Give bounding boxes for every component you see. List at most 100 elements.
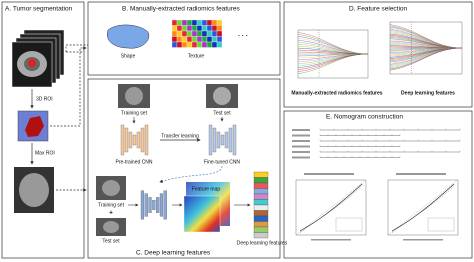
lasso-plot [297, 29, 369, 79]
texture-cell [171, 25, 178, 32]
texture-cell [201, 41, 208, 48]
texture-cell [171, 30, 178, 37]
texture-cell [196, 19, 203, 26]
ct-stack [11, 29, 65, 88]
axis-label [403, 239, 443, 241]
texture-cell [206, 30, 213, 37]
feature-map [183, 195, 221, 233]
cnn-layer [224, 131, 229, 149]
panel-title: A. Tumor segmentation [5, 6, 73, 13]
feature-cell [253, 171, 269, 178]
feature-cell [253, 188, 269, 195]
texture-cell [191, 41, 198, 48]
pretrained-cnn [120, 124, 149, 156]
legend [335, 217, 363, 232]
texture-cell [196, 25, 203, 32]
texture-cell [206, 36, 213, 43]
texture-cell [181, 36, 188, 43]
cnn-layer [159, 193, 163, 217]
texture-cell [191, 36, 198, 43]
finetuned-cnn [208, 124, 237, 156]
calibration-plot [295, 173, 367, 241]
texture-cell [216, 41, 223, 48]
legend [427, 217, 455, 232]
texture-cell [181, 30, 188, 37]
cnn-layer [156, 197, 160, 213]
cal-curve [391, 183, 455, 232]
texture-cell [176, 19, 183, 26]
nomo-label [292, 140, 310, 142]
nomogram [292, 128, 461, 159]
texture-cell [211, 30, 218, 37]
cnn-layer [124, 127, 129, 153]
cnn-layer [120, 124, 125, 156]
texture-cell [196, 36, 203, 43]
max-roi-tumor [19, 173, 49, 207]
texture-cell [191, 30, 198, 37]
label: Shape [121, 53, 136, 59]
texture-cell [201, 19, 208, 26]
panel-title: D. Feature selection [349, 6, 408, 13]
ellipsis: · · · [238, 33, 248, 40]
cal-curve [299, 183, 363, 232]
texture-cell [171, 19, 178, 26]
texture-cell [181, 41, 188, 48]
texture-cell [181, 25, 188, 32]
texture-cell [186, 19, 193, 26]
texture-cell [176, 36, 183, 43]
feature-cell [253, 226, 269, 233]
texture-cell [191, 19, 198, 26]
panel-title: C. Deep learning features [136, 250, 211, 257]
feature-cell [253, 204, 269, 211]
plus: + [109, 210, 113, 217]
cnn-layer [140, 127, 145, 153]
panel-title: B. Manually-extracted radiomics features [122, 6, 241, 13]
cnn-layer [140, 190, 144, 220]
label: Transfer learning [161, 133, 199, 139]
label: Deep learning features [237, 240, 288, 246]
texture-cell [201, 25, 208, 32]
texture-icon [171, 19, 223, 48]
cnn-layer [228, 127, 233, 153]
cal-label [396, 173, 446, 175]
cnn-layer [144, 124, 149, 156]
cal-curve [391, 185, 455, 234]
cnn-layer [208, 124, 213, 156]
label: Training set [98, 202, 125, 208]
texture-cell [216, 25, 223, 32]
texture-cell [211, 25, 218, 32]
feature-cell [253, 199, 269, 206]
feature-cell [253, 193, 269, 200]
cal-label [304, 173, 354, 175]
texture-cell [186, 41, 193, 48]
label: Fine-tuned CNN [204, 159, 241, 165]
feature-cell [253, 215, 269, 222]
texture-cell [176, 25, 183, 32]
cnn-layer [144, 193, 148, 217]
texture-cell [181, 19, 188, 26]
label: Texture [188, 53, 205, 59]
axis-label [311, 239, 351, 241]
lasso-plot [389, 21, 463, 75]
texture-cell [196, 30, 203, 37]
coef-path [297, 53, 369, 74]
cnn-layer [148, 197, 152, 213]
cnn-layer [136, 131, 141, 149]
texture-cell [176, 41, 183, 48]
texture-cell [206, 41, 213, 48]
texture-cell [176, 30, 183, 37]
texture-cell [186, 25, 193, 32]
nomo-label [292, 145, 310, 148]
feature-vector [253, 171, 269, 239]
label: Max ROI [35, 150, 55, 156]
cnn-layer [128, 131, 133, 149]
texture-cell [216, 30, 223, 37]
label: Feature map [192, 186, 221, 192]
texture-cell [211, 19, 218, 26]
shape-icon [106, 24, 150, 49]
label: Test set [102, 238, 120, 244]
feature-cell [253, 177, 269, 184]
label: Training set [121, 110, 148, 116]
cnn-layer [163, 190, 167, 220]
texture-cell [211, 41, 218, 48]
